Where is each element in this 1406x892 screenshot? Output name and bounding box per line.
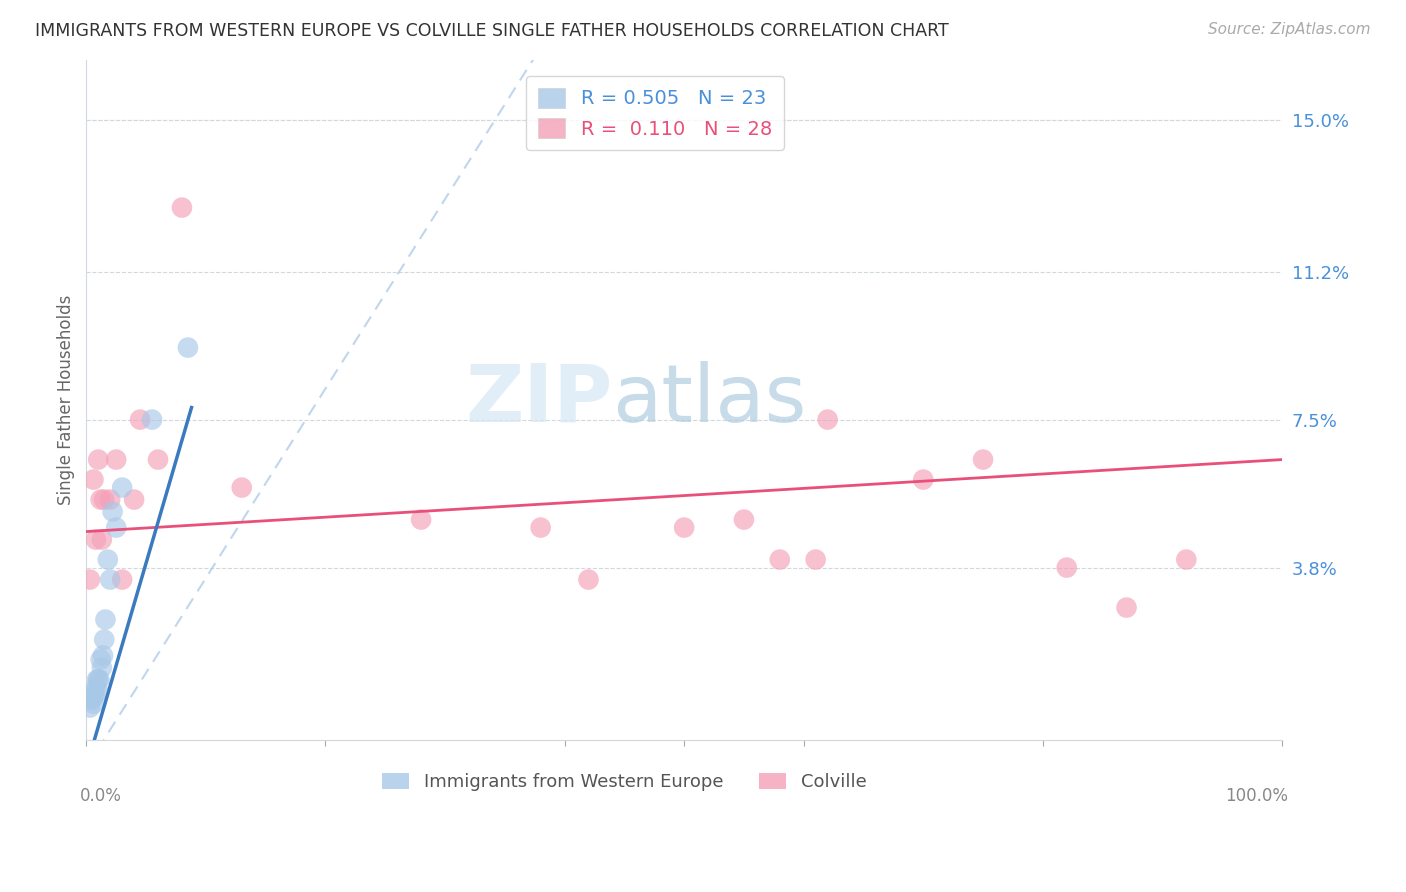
Point [94, 613, 117, 627]
Point [91, 648, 114, 663]
Point [86, 673, 108, 687]
Text: 0.0%: 0.0% [80, 787, 122, 805]
Point [105, 452, 128, 467]
Point [673, 520, 696, 534]
Point [170, 201, 193, 215]
Point [1115, 600, 1137, 615]
Point [733, 512, 755, 526]
Text: ZIP: ZIP [465, 360, 613, 439]
Point [82, 473, 104, 487]
Point [111, 573, 134, 587]
Point [97, 552, 120, 566]
Text: IMMIGRANTS FROM WESTERN EUROPE VS COLVILLE SINGLE FATHER HOUSEHOLDS CORRELATION : IMMIGRANTS FROM WESTERN EUROPE VS COLVIL… [35, 22, 949, 40]
Point [82, 692, 104, 706]
Point [84, 533, 107, 547]
Point [80, 692, 103, 706]
Point [129, 412, 152, 426]
Point [79, 700, 101, 714]
Point [231, 481, 253, 495]
Point [1175, 552, 1198, 566]
Point [90, 533, 112, 547]
Point [111, 481, 134, 495]
Point [101, 505, 124, 519]
Point [972, 452, 994, 467]
Point [122, 492, 145, 507]
Point [84, 681, 107, 695]
Point [98, 492, 121, 507]
Point [769, 552, 792, 566]
Legend: R = 0.505   N = 23, R =  0.110   N = 28: R = 0.505 N = 23, R = 0.110 N = 28 [526, 76, 783, 150]
Text: Source: ZipAtlas.com: Source: ZipAtlas.com [1208, 22, 1371, 37]
Text: 100.0%: 100.0% [1225, 787, 1288, 805]
Point [177, 341, 200, 355]
Point [90, 660, 112, 674]
Text: atlas: atlas [613, 360, 807, 439]
Point [141, 412, 163, 426]
Point [87, 452, 110, 467]
Point [912, 473, 935, 487]
Point [817, 412, 839, 426]
Point [83, 684, 105, 698]
Point [87, 673, 110, 687]
Point [530, 520, 553, 534]
Point [82, 697, 104, 711]
Y-axis label: Single Father Households: Single Father Households [58, 294, 75, 505]
Point [804, 552, 827, 566]
Point [98, 573, 121, 587]
Point [90, 492, 112, 507]
Point [578, 573, 600, 587]
Point [409, 512, 432, 526]
Point [87, 684, 110, 698]
Point [90, 652, 112, 666]
Point [89, 673, 111, 687]
Point [146, 452, 169, 467]
Point [83, 689, 105, 703]
Point [105, 520, 128, 534]
Point [1056, 560, 1078, 574]
Point [93, 492, 115, 507]
Point [79, 573, 101, 587]
Point [93, 632, 115, 647]
